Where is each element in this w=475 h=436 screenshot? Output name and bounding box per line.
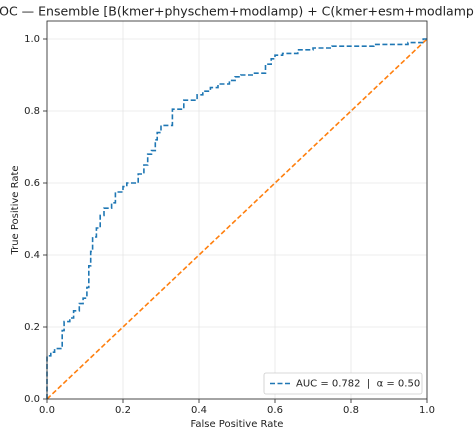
y-tick-label: 0.2 — [24, 322, 40, 333]
x-tick-label: 0.6 — [267, 405, 283, 416]
x-tick-label: 0.2 — [115, 405, 131, 416]
x-tick-label: 0.4 — [191, 405, 207, 416]
plot-frame — [46, 20, 428, 400]
y-tick-label: 0.8 — [24, 106, 40, 117]
x-tick-label: 1.0 — [419, 405, 435, 416]
roc-line — [46, 38, 428, 400]
x-axis-label: False Positive Rate — [191, 419, 284, 430]
y-tick-label: 1.0 — [24, 34, 40, 45]
y-tick-label: 0.4 — [24, 250, 40, 261]
x-tick-label: 0.0 — [39, 405, 55, 416]
y-axis-label: True Positive Rate — [10, 165, 21, 255]
y-tick-label: 0.0 — [24, 394, 40, 405]
roc-line — [46, 38, 427, 399]
x-tick-label: 0.8 — [343, 405, 359, 416]
legend: AUC = 0.782 | α = 0.50 — [263, 372, 423, 395]
legend-label: AUC = 0.782 | α = 0.50 — [296, 379, 420, 390]
y-tick-label: 0.6 — [24, 178, 40, 189]
chart-title: ROC — Ensemble [B(kmer+physchem+modlamp)… — [0, 4, 475, 19]
legend-box — [263, 372, 423, 395]
